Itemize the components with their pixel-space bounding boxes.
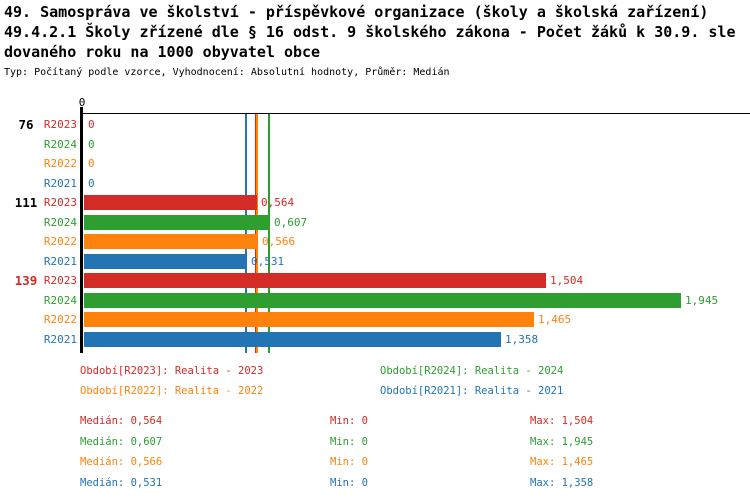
bar-value-111-R2022: 0,566 <box>262 235 296 248</box>
max-stat-R2022: Max: 1,465 <box>530 456 594 468</box>
group-label-111: 111 <box>14 195 38 210</box>
series-label-R2024: R2024 <box>43 216 77 229</box>
bar-value-139-R2022: 1,465 <box>538 313 572 326</box>
legend-item-R2023: Období[R2023]: Realita - 2023 <box>80 365 264 377</box>
legend-item-R2021: Období[R2021]: Realita - 2021 <box>380 385 564 397</box>
min-stat-R2023: Min: 0 <box>330 415 368 427</box>
bar-111-R2021 <box>84 254 247 269</box>
max-stat-R2023: Max: 1,504 <box>530 415 594 427</box>
x-axis-line <box>80 113 750 114</box>
x-axis-tick-zero: 0 <box>78 96 86 109</box>
chart-row-111-R2023: 111 R2023 0,564 <box>0 193 750 212</box>
bar-111-R2023 <box>84 195 257 210</box>
report-title-line-1: 49. Samospráva ve školství - příspěvkové… <box>4 3 709 21</box>
series-label-R2024: R2024 <box>43 294 77 307</box>
group-label-76: 76 <box>18 117 34 132</box>
max-stat-R2024: Max: 1,945 <box>530 436 594 448</box>
series-label-R2021: R2021 <box>43 177 77 190</box>
series-label-R2022: R2022 <box>43 313 77 326</box>
bar-value-139-R2023: 1,504 <box>550 274 584 287</box>
median-stat-R2022: Medián: 0,566 <box>80 456 163 468</box>
bar-139-R2022 <box>84 312 534 327</box>
bar-value-76-R2024: 0 <box>88 138 95 151</box>
median-line-R2022 <box>256 114 258 353</box>
chart-row-76-R2021: R2021 0 <box>0 174 750 193</box>
chart-row-111-R2021: R2021 0,531 <box>0 252 750 271</box>
chart-row-76-R2024: R2024 0 <box>0 135 750 154</box>
series-label-R2024: R2024 <box>43 138 77 151</box>
bar-chart: 0 76 R2023 0 R2024 0 R2022 0 R2021 0 111 R2023 0,56… <box>0 95 750 359</box>
report-meta: Typ: Počítaný podle vzorce, Vyhodnocení:… <box>4 67 450 78</box>
median-stat-R2021: Medián: 0,531 <box>80 477 163 489</box>
bar-value-139-R2024: 1,945 <box>685 294 719 307</box>
median-line-R2021 <box>245 114 247 353</box>
bar-value-76-R2022: 0 <box>88 157 95 170</box>
bar-111-R2024 <box>84 215 270 230</box>
series-label-R2023: R2023 <box>43 274 77 287</box>
median-stat-R2024: Medián: 0,607 <box>80 436 163 448</box>
chart-row-139-R2024: R2024 1,945 <box>0 291 750 310</box>
series-label-R2023: R2023 <box>43 118 77 131</box>
bar-value-111-R2021: 0,531 <box>251 255 285 268</box>
series-label-R2021: R2021 <box>43 333 77 346</box>
chart-row-111-R2024: R2024 0,607 <box>0 213 750 232</box>
chart-row-139-R2021: R2021 1,358 <box>0 330 750 349</box>
bar-139-R2024 <box>84 293 681 308</box>
bar-value-139-R2021: 1,358 <box>505 333 539 346</box>
chart-row-139-R2022: R2022 1,465 <box>0 310 750 329</box>
bar-139-R2023 <box>84 273 546 288</box>
median-stat-R2023: Medián: 0,564 <box>80 415 163 427</box>
chart-row-139-R2023: 139 R2023 1,504 <box>0 271 750 290</box>
bar-139-R2021 <box>84 332 501 347</box>
min-stat-R2021: Min: 0 <box>330 477 368 489</box>
report-header: 49. Samospráva ve školství - příspěvkové… <box>4 2 750 79</box>
report-title-line-3: dovaného roku na 1000 obyvatel obce <box>4 43 321 61</box>
chart-row-111-R2022: R2022 0,566 <box>0 232 750 251</box>
series-label-R2021: R2021 <box>43 255 77 268</box>
chart-legend: Období[R2023]: Realita - 2023 Období[R202… <box>0 360 750 405</box>
min-stat-R2022: Min: 0 <box>330 456 368 468</box>
series-label-R2023: R2023 <box>43 196 77 209</box>
series-label-R2022: R2022 <box>43 235 77 248</box>
bar-111-R2022 <box>84 234 258 249</box>
median-line-R2024 <box>268 114 270 353</box>
bar-value-76-R2023: 0 <box>88 118 95 131</box>
chart-row-76-R2022: R2022 0 <box>0 154 750 173</box>
chart-row-76-R2023: 76 R2023 0 <box>0 115 750 134</box>
y-axis-line <box>80 107 83 353</box>
max-stat-R2021: Max: 1,358 <box>530 477 594 489</box>
legend-item-R2022: Období[R2022]: Realita - 2022 <box>80 385 264 397</box>
bar-value-111-R2023: 0,564 <box>261 196 295 209</box>
series-label-R2022: R2022 <box>43 157 77 170</box>
bar-value-76-R2021: 0 <box>88 177 95 190</box>
group-label-139: 139 <box>14 273 38 288</box>
report-title-line-2: 49.4.2.1 Školy zřízené dle § 16 odst. 9 … <box>4 23 736 41</box>
chart-statistics: Medián: 0,564 Min: 0 Max: 1,504 Medián: 0,6… <box>0 413 750 498</box>
bar-value-111-R2024: 0,607 <box>274 216 308 229</box>
min-stat-R2024: Min: 0 <box>330 436 368 448</box>
legend-item-R2024: Období[R2024]: Realita - 2024 <box>380 365 564 377</box>
